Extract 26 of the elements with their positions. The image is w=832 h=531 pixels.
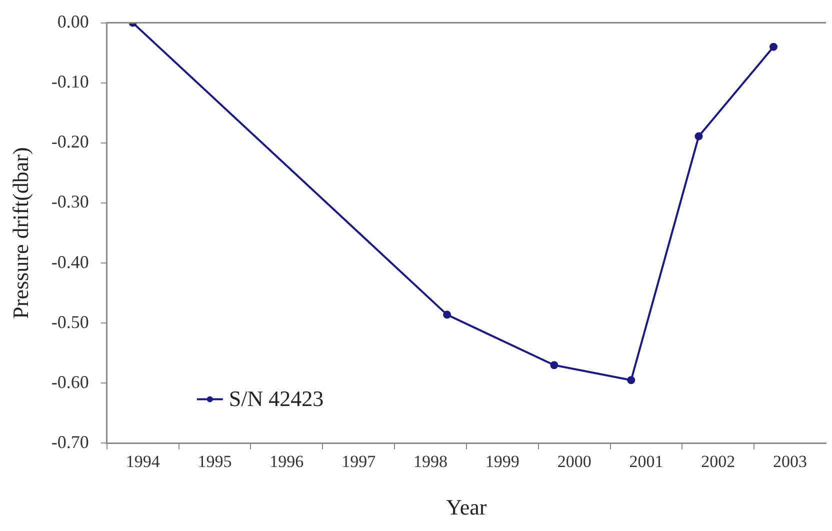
x-tick-label: 1996: [270, 452, 304, 471]
x-tick-label: 1998: [413, 452, 448, 471]
y-tick-label: -0.40: [51, 252, 89, 272]
point: [627, 376, 636, 384]
y-axis-title: Pressure drift(dbar): [8, 147, 33, 319]
y-tick-label: -0.10: [51, 72, 89, 92]
point: [694, 132, 703, 140]
x-tick-label: 2003: [773, 452, 808, 471]
point: [550, 361, 558, 370]
x-axis-title: Year: [446, 494, 488, 520]
y-tick-label: 0.00: [57, 12, 89, 32]
x-tick-label: 2000: [557, 452, 592, 471]
y-tick-label: -0.20: [51, 132, 89, 152]
x-tick-label: 1995: [198, 452, 232, 471]
legend-label: S/N 42423: [228, 386, 324, 411]
y-tick-label: -0.30: [51, 192, 89, 212]
x-tick-label: 2001: [629, 452, 664, 471]
point: [770, 42, 778, 51]
x-tick-label: 1994: [126, 452, 160, 471]
y-tick-label: -0.70: [51, 432, 89, 452]
point: [443, 310, 452, 319]
x-tick-label: 2002: [701, 452, 736, 471]
x-tick-label: 1997: [342, 452, 376, 471]
y-tick-label: -0.50: [51, 312, 89, 332]
x-tick-label: 1999: [485, 452, 520, 471]
y-tick-label: -0.60: [51, 372, 89, 392]
